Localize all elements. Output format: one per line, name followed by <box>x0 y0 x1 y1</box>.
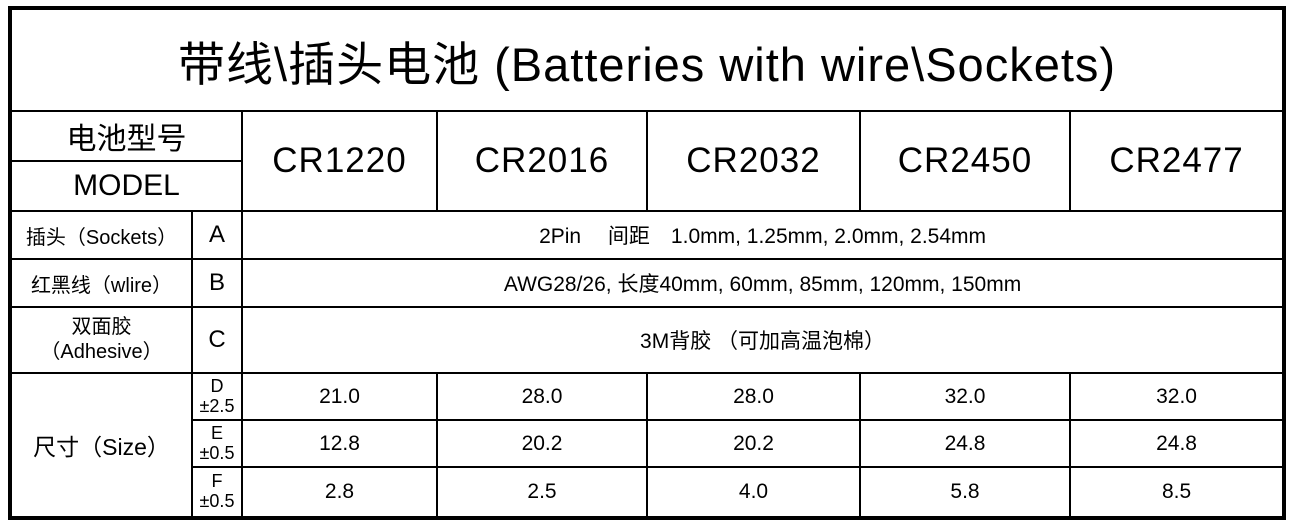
size-label: 尺寸（Size） <box>9 372 193 519</box>
size-code-e: E ±0.5 <box>191 419 243 468</box>
spec-sheet: 带线\插头电池 (Batteries with wire\Sockets) 电池… <box>8 6 1287 520</box>
size-row-f: F ±0.5 2.8 2.5 4.0 5.8 8.5 <box>10 466 1286 519</box>
size-f-cr2450: 5.8 <box>859 466 1071 519</box>
size-code-d: D ±2.5 <box>191 372 243 421</box>
adhesive-label-en: （Adhesive） <box>40 341 163 363</box>
spec-row-sockets: 插头（Sockets） A 2Pin 间距 1.0mm, 1.25mm, 2.0… <box>9 210 1286 260</box>
size-f-cr2477: 8.5 <box>1068 466 1286 519</box>
dim-code: D <box>210 375 224 396</box>
model-header-cn: 电池型号 <box>9 110 243 162</box>
sockets-value: 2Pin 间距 1.0mm, 1.25mm, 2.0mm, 2.54mm <box>240 210 1286 260</box>
size-e-cr2450: 24.8 <box>859 419 1071 468</box>
size-e-cr2032: 20.2 <box>646 419 861 468</box>
adhesive-value: 3M背胶 （可加高温泡棉） <box>240 306 1286 374</box>
size-d-cr2032: 28.0 <box>646 372 861 421</box>
battery-spec-table: 带线\插头电池 (Batteries with wire\Sockets) 电池… <box>8 6 1287 520</box>
size-d-cr1220: 21.0 <box>241 372 438 421</box>
model-cr2450: CR2450 <box>859 110 1071 212</box>
model-header-en: MODEL <box>9 160 243 212</box>
size-d-cr2016: 28.0 <box>436 372 648 421</box>
sockets-code: A <box>191 210 243 260</box>
size-row-d: 尺寸（Size） D ±2.5 21.0 28.0 28.0 32.0 32.0 <box>9 372 1286 519</box>
dim-tolerance: ±0.5 <box>199 491 235 511</box>
spec-row-wire: 红黑线（wlire） B AWG28/26, 长度40mm, 60mm, 85m… <box>9 258 1286 308</box>
dim-code: E <box>210 422 223 443</box>
adhesive-code: C <box>191 306 243 374</box>
size-f-cr2032: 4.0 <box>646 466 861 519</box>
size-e-cr2016: 20.2 <box>436 419 648 468</box>
size-row-e: E ±0.5 12.8 20.2 20.2 24.8 24.8 <box>10 419 1286 468</box>
size-e-cr1220: 12.8 <box>241 419 438 468</box>
model-cr2016: CR2016 <box>436 110 648 212</box>
dim-tolerance: ±0.5 <box>199 442 235 463</box>
size-f-cr1220: 2.8 <box>241 466 438 519</box>
model-cr2477: CR2477 <box>1068 110 1286 212</box>
wire-label: 红黑线（wlire） <box>9 258 193 308</box>
model-cr1220: CR1220 <box>241 110 438 212</box>
size-f-cr2016: 2.5 <box>436 466 648 519</box>
dim-code: F <box>211 471 223 492</box>
wire-code: B <box>191 258 243 308</box>
size-e-cr2477: 24.8 <box>1068 419 1286 468</box>
model-cr2032: CR2032 <box>646 110 861 212</box>
adhesive-label-cn: 双面胶 <box>71 316 132 338</box>
dim-tolerance: ±2.5 <box>199 395 235 416</box>
sockets-label: 插头（Sockets） <box>9 210 193 260</box>
adhesive-label: 双面胶 （Adhesive） <box>9 306 193 374</box>
spec-row-adhesive: 双面胶 （Adhesive） C 3M背胶 （可加高温泡棉） <box>9 306 1286 374</box>
table-title: 带线\插头电池 (Batteries with wire\Sockets) <box>8 7 1286 112</box>
size-d-cr2450: 32.0 <box>859 372 1071 421</box>
size-d-cr2477: 32.0 <box>1068 372 1286 421</box>
wire-value: AWG28/26, 长度40mm, 60mm, 85mm, 120mm, 150… <box>240 258 1286 308</box>
size-code-f: F ±0.5 <box>191 466 243 519</box>
